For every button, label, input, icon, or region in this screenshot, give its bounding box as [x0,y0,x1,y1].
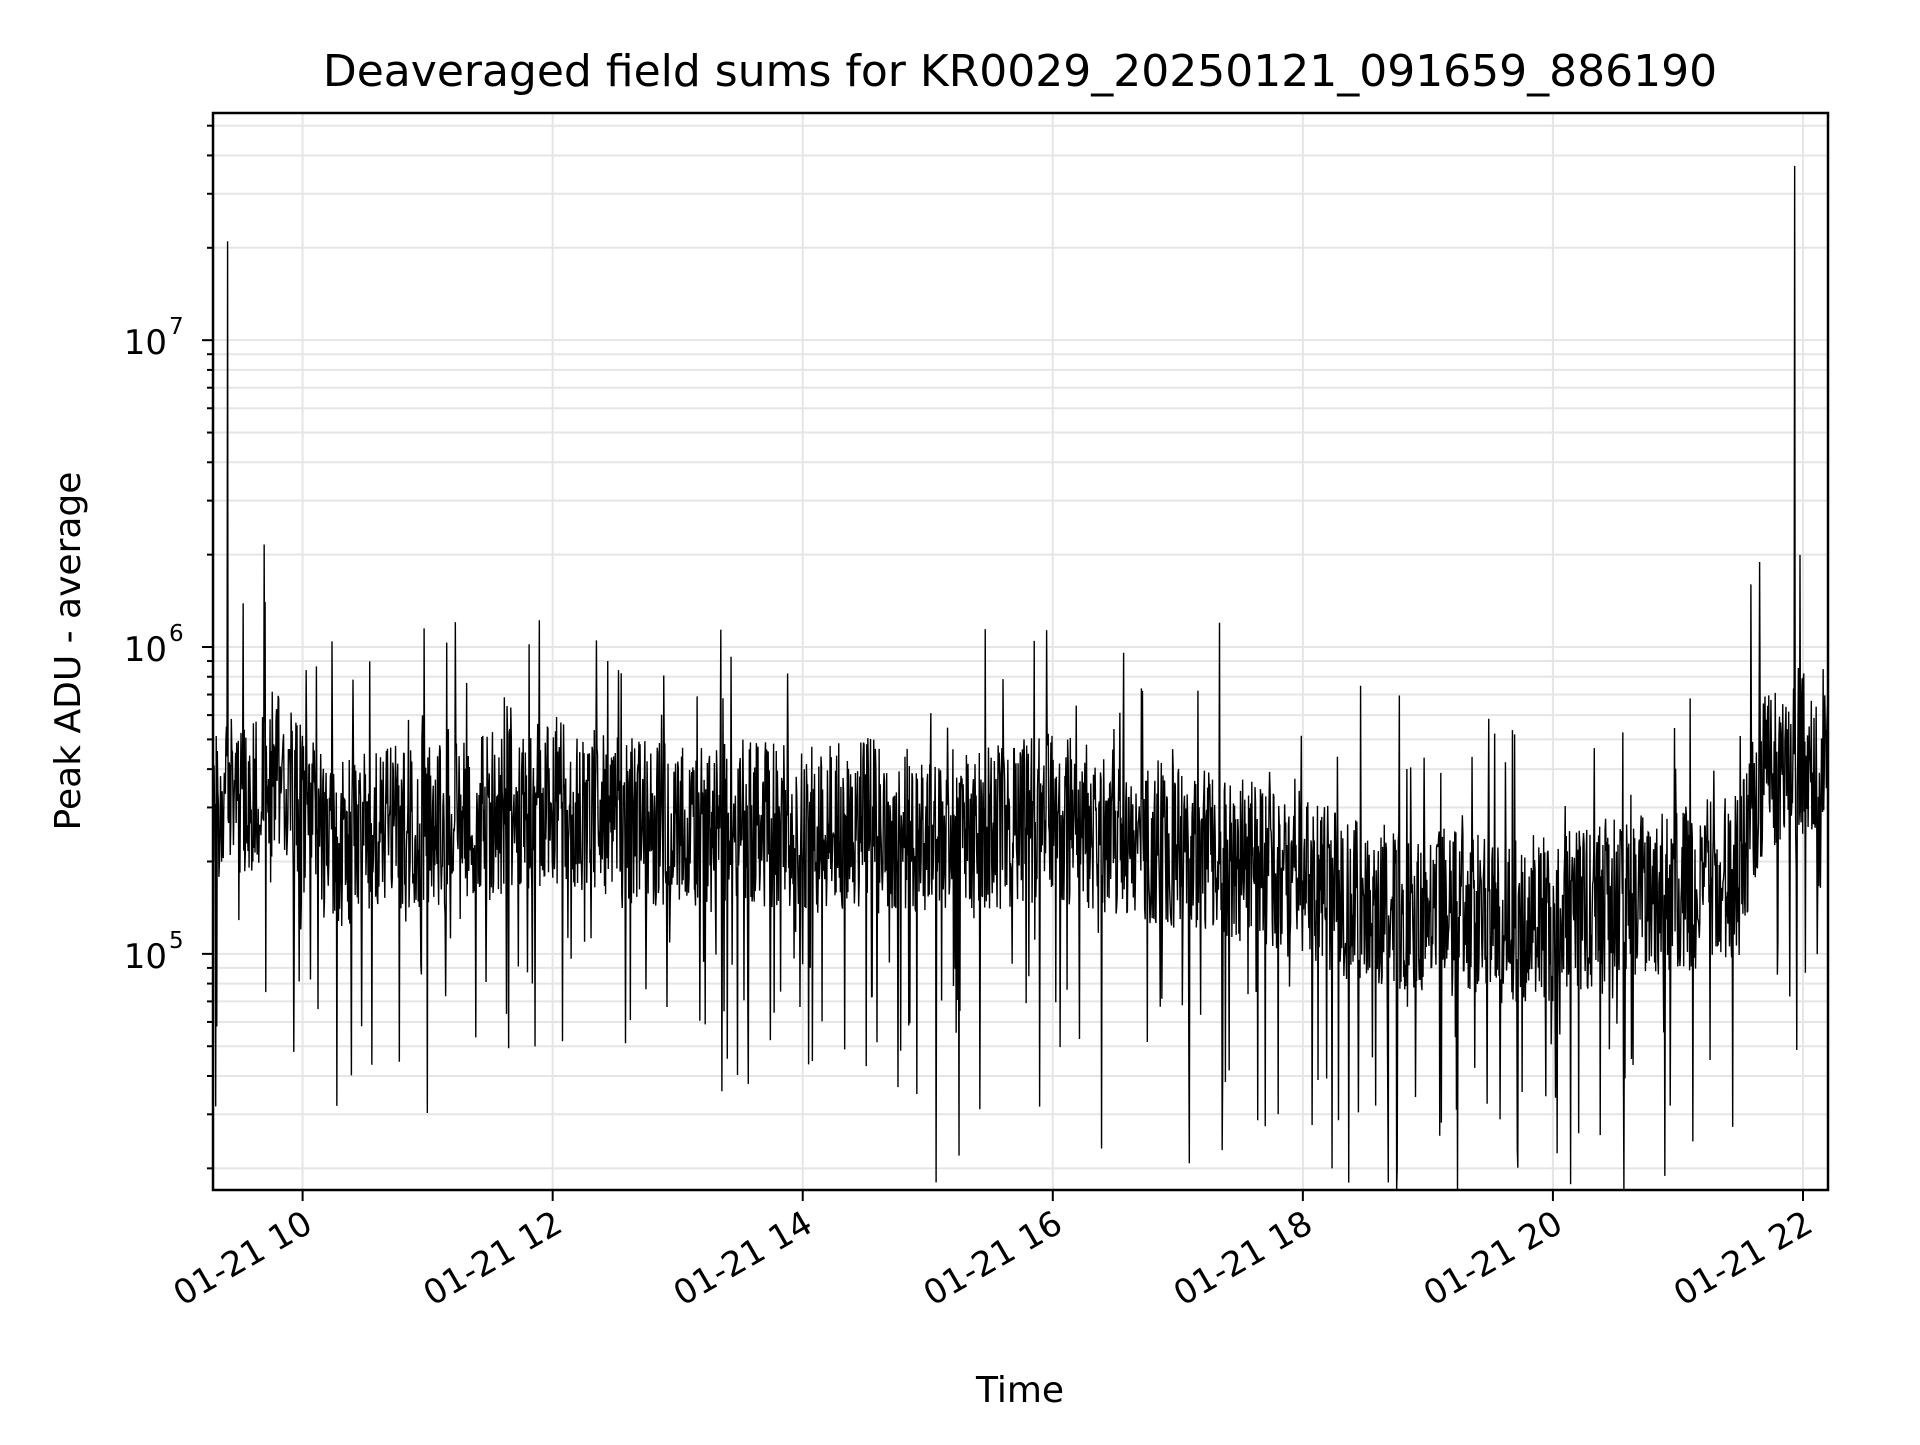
series-layer [212,165,1829,1191]
y-tick-exponent: 7 [169,314,184,340]
plot-frame [211,111,1830,1192]
x-tick-label: 01-21 20 [1417,1203,1569,1314]
x-tick-label: 01-21 12 [417,1203,569,1314]
chart-title: Deaveraged field sums for KR0029_2025012… [323,46,1717,97]
x-tick-label: 01-21 14 [667,1203,819,1314]
y-tick-exponent: 5 [169,928,184,954]
y-tick-label: 10 [124,323,167,363]
x-axis-label: Time [975,1370,1064,1411]
y-tick-label: 10 [124,937,167,977]
x-tick-label: 01-21 18 [1167,1203,1319,1314]
x-tick-label: 01-21 16 [917,1203,1069,1314]
x-tick-label: 01-21 22 [1667,1203,1819,1314]
x-tick-label: 01-21 10 [167,1203,319,1314]
y-axis-label: Peak ADU - average [48,472,89,831]
y-tick-exponent: 6 [169,621,184,647]
series-line [212,165,1829,1191]
y-tick-label: 10 [124,630,167,670]
